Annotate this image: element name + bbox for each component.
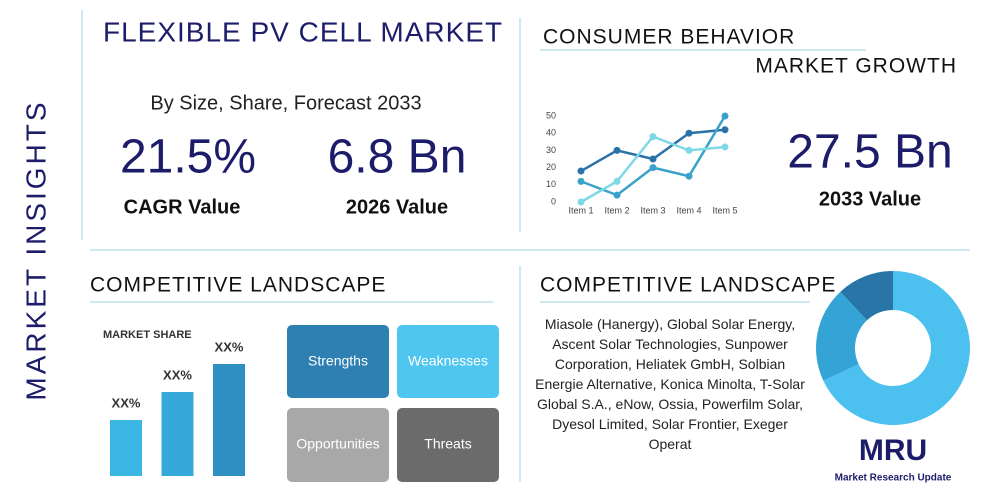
chart-title: MARKET SHARE	[103, 329, 192, 341]
donut-segment	[823, 271, 970, 425]
point	[613, 177, 621, 185]
point	[685, 146, 693, 154]
value-label: XX%	[112, 395, 141, 410]
y-tick-label: 10	[546, 179, 556, 189]
section-title: COMPETITIVE LANDSCAPE	[540, 274, 836, 297]
section-title: COMPETITIVE LANDSCAPE	[90, 274, 386, 297]
x-tick-label: Item 1	[568, 205, 593, 215]
stat-label: 2033 Value	[819, 188, 921, 210]
y-tick-label: 50	[546, 110, 556, 120]
side-label: MARKET INSIGHTS	[20, 99, 51, 400]
point	[613, 146, 621, 154]
bar	[110, 420, 142, 476]
swot-label: Opportunities	[296, 436, 379, 452]
swot-box	[397, 325, 499, 398]
point	[577, 177, 585, 185]
stat-value: 21.5%	[120, 131, 256, 184]
logo-name: Market Research Update	[835, 473, 952, 484]
bar	[213, 364, 245, 476]
value-label: XX%	[215, 339, 244, 354]
swot-box	[287, 325, 389, 398]
subtitle: By Size, Share, Forecast 2033	[150, 92, 421, 114]
y-tick-label: 30	[546, 145, 556, 155]
logo-mark: MRU	[859, 434, 927, 467]
point	[721, 126, 729, 134]
y-tick-label: 0	[551, 196, 556, 206]
swot-label: Strengths	[308, 353, 368, 369]
x-tick-label: Item 4	[676, 205, 701, 215]
point	[685, 129, 693, 137]
swot-box	[397, 408, 499, 482]
point	[721, 112, 729, 120]
point	[649, 133, 657, 141]
donut-segment	[840, 271, 893, 321]
section-subtitle: MARKET GROWTH	[755, 55, 957, 78]
point	[613, 191, 621, 199]
stat-value: 6.8 Bn	[328, 131, 467, 184]
point	[649, 155, 657, 163]
point	[685, 172, 693, 180]
swot-box	[287, 408, 389, 482]
swot-label: Weaknesses	[408, 353, 488, 369]
point	[721, 143, 729, 151]
stat-label: CAGR Value	[124, 196, 241, 218]
point	[577, 198, 585, 206]
bar	[161, 392, 194, 476]
section-title: CONSUMER BEHAVIOR	[543, 26, 795, 49]
y-tick-label: 20	[546, 162, 556, 172]
stat-value: 27.5 Bn	[787, 126, 952, 179]
x-tick-label: Item 2	[604, 205, 629, 215]
y-tick-label: 40	[546, 128, 556, 138]
company-list: Miasole (Hanergy), Global Solar Energy, …	[535, 316, 805, 452]
point	[577, 167, 585, 175]
point	[649, 164, 657, 172]
value-label: XX%	[163, 367, 192, 382]
stat-label: 2026 Value	[346, 196, 448, 218]
title: FLEXIBLE PV CELL MARKET	[103, 16, 503, 47]
donut-segment	[815, 291, 867, 381]
x-tick-label: Item 5	[712, 205, 737, 215]
x-tick-label: Item 3	[640, 205, 665, 215]
swot-label: Threats	[424, 436, 471, 452]
